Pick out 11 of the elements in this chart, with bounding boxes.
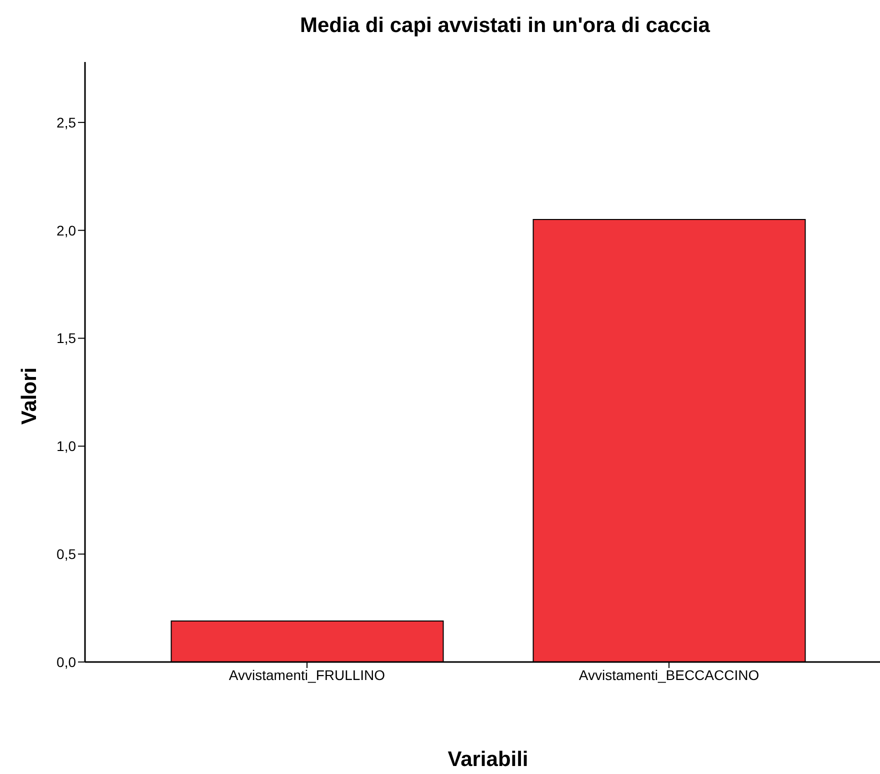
x-tick-label: Avvistamenti_BECCACCINO (578, 666, 760, 683)
y-tick-label: 1,5 (56, 330, 76, 346)
y-tick-label: 2,5 (56, 114, 76, 130)
y-axis-title: Valori (18, 367, 42, 425)
y-tick-label: 2,0 (56, 222, 76, 238)
y-tick-label: 1,0 (56, 438, 76, 454)
chart-title: Media di capi avvistati in un'ora di caccia (300, 14, 710, 38)
y-tick-label: 0,5 (56, 546, 76, 562)
x-tick-label: Avvistamenti_FRULLINO (228, 666, 386, 683)
x-axis-title: Variabili (448, 748, 528, 772)
y-tick-label: 0,0 (56, 654, 76, 670)
